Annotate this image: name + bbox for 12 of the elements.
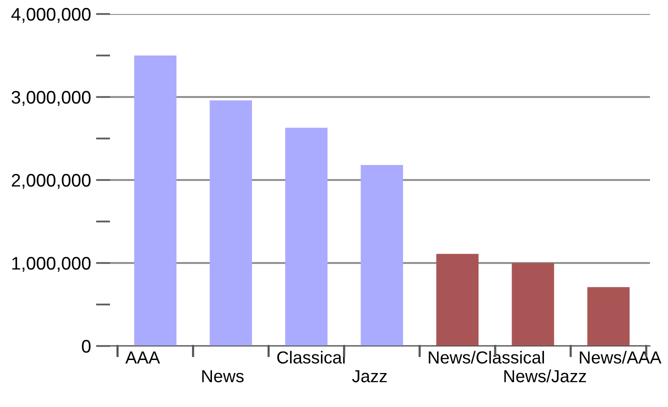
y-tick-label: 0 <box>82 340 91 353</box>
y-tick-label: 1,000,000 <box>12 256 91 272</box>
x-tick-label: AAA <box>125 352 160 364</box>
x-tick-label: Jazz <box>352 370 387 382</box>
x-tick-label: Classical <box>277 350 345 364</box>
x-tick-label: News/AAA <box>580 350 662 364</box>
y-tick-label: 4,000,000 <box>11 8 91 23</box>
x-tick-label: News/Jazz <box>504 370 586 382</box>
y-tick-label: 3,000,000 <box>12 90 91 106</box>
x-tick-label: News/Classical <box>428 350 544 364</box>
y-tick-label: 2,000,000 <box>12 174 91 189</box>
x-tick-label: News <box>202 370 244 382</box>
